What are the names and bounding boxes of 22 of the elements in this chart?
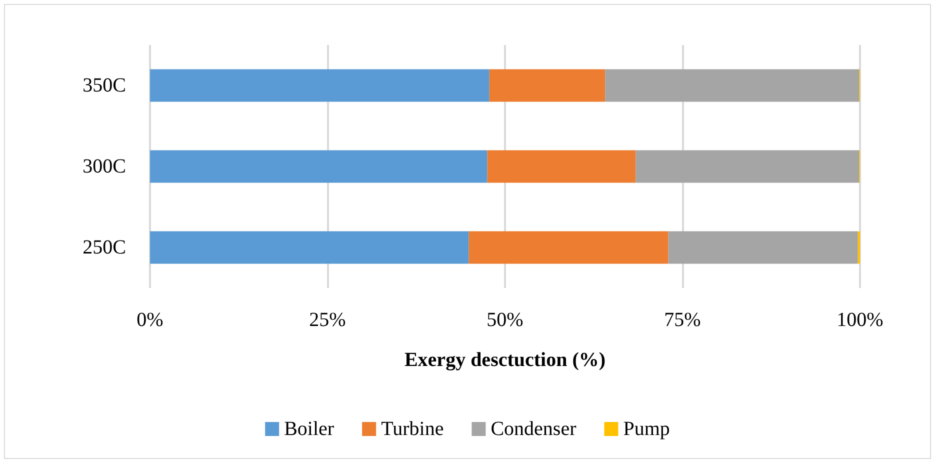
y-tick-label: 250C bbox=[82, 236, 126, 258]
x-axis-title: Exergy desctuction (%) bbox=[404, 349, 606, 371]
legend-label: Turbine bbox=[381, 418, 444, 440]
bar bbox=[489, 69, 606, 102]
bar bbox=[605, 69, 860, 102]
legend-label: Pump bbox=[623, 418, 670, 440]
bar bbox=[150, 150, 488, 183]
bar bbox=[150, 231, 469, 264]
y-tick-label: 300C bbox=[82, 156, 126, 178]
bar bbox=[668, 231, 858, 264]
bar bbox=[636, 150, 860, 183]
bar bbox=[150, 69, 490, 102]
x-tick-label: 100% bbox=[836, 309, 884, 331]
x-tick-label: 25% bbox=[309, 309, 346, 331]
y-tick-label: 350C bbox=[82, 74, 126, 96]
bar bbox=[487, 150, 636, 183]
legend-label: Condenser bbox=[490, 418, 577, 440]
x-tick-label: 0% bbox=[136, 309, 164, 331]
x-tick-label: 75% bbox=[664, 309, 701, 331]
legend-label: Boiler bbox=[284, 418, 334, 440]
x-tick-label: 50% bbox=[486, 309, 524, 331]
bar bbox=[468, 231, 668, 264]
